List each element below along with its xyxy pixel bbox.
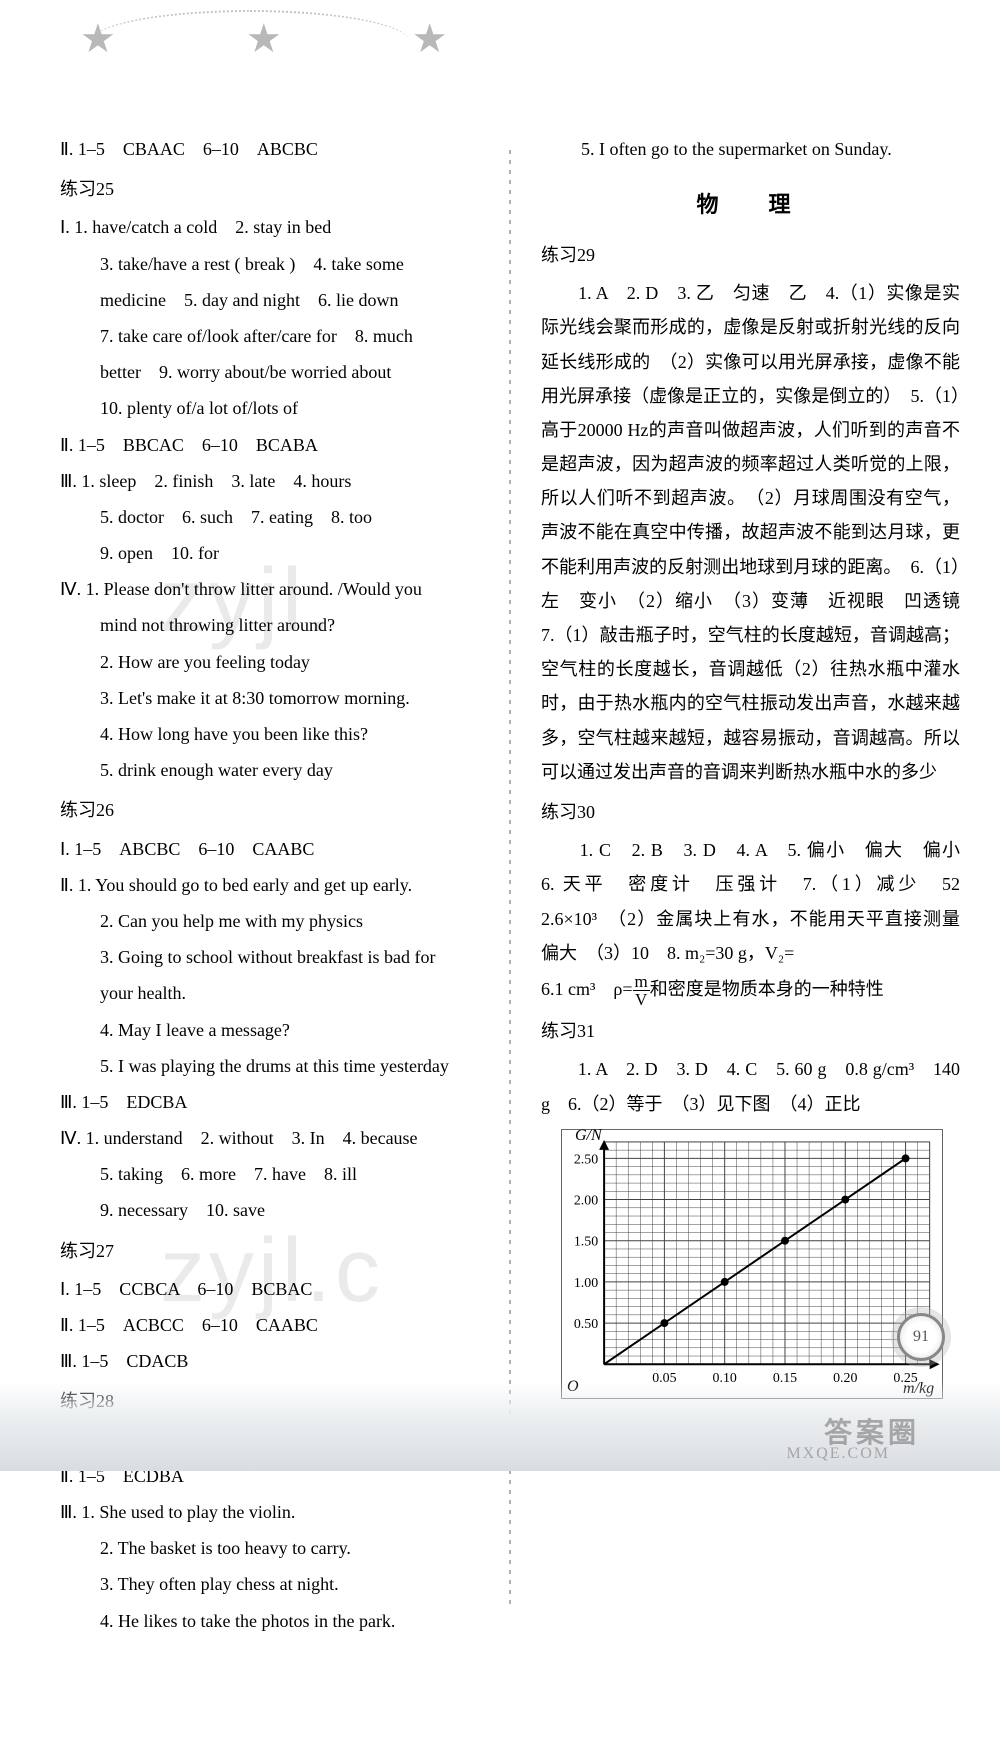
text-line: Ⅱ. 1. You should go to bed early and get… (60, 868, 479, 902)
exercise-title: 练习30 (541, 795, 960, 829)
text-line: Ⅲ. 1. sleep 2. finish 3. late 4. hours (60, 464, 479, 498)
text-line: Ⅱ. 1–5 CBAAC 6–10 ABCBC (60, 132, 479, 166)
text-line: your health. (60, 976, 479, 1010)
text-line: 5. I was playing the drums at this time … (60, 1049, 479, 1083)
svg-text:1.00: 1.00 (574, 1276, 598, 1291)
exercise-title: 练习27 (60, 1234, 479, 1268)
page-number: 91 (897, 1313, 945, 1361)
subject-title: 物 理 (541, 184, 960, 226)
text-line: 5. doctor 6. such 7. eating 8. too (60, 500, 479, 534)
text-line: Ⅱ. 1–5 ACBCC 6–10 CAABC (60, 1308, 479, 1342)
exercise-title: 练习26 (60, 793, 479, 827)
fraction-numerator: m (633, 973, 650, 991)
svg-text:1.50: 1.50 (574, 1235, 598, 1250)
text-line: 4. May I leave a message? (60, 1013, 479, 1047)
text-line: Ⅳ. 1. Please don't throw litter around. … (60, 572, 479, 606)
text-line: 9. open 10. for (60, 536, 479, 570)
text-span: 和密度是物质本身的一种特性 (650, 979, 884, 999)
page-content: Ⅱ. 1–5 CBAAC 6–10 ABCBC 练习25 Ⅰ. 1. have/… (0, 0, 1000, 1760)
paragraph: 1. C 2. B 3. D 4. A 5. 偏小 偏大 偏小 6. 天平 密度… (541, 833, 960, 970)
fraction-denominator: V (633, 991, 650, 1008)
text-line: Ⅲ. 1. She used to play the violin. (60, 1495, 479, 1529)
text-line: 5. taking 6. more 7. have 8. ill (60, 1157, 479, 1191)
chart-container: G/N 0.050.100.150.200.250.501.001.502.00… (541, 1129, 960, 1399)
exercise-title: 练习29 (541, 238, 960, 272)
text-line: 2. The basket is too heavy to carry. (60, 1531, 479, 1565)
exercise-title: 练习31 (541, 1014, 960, 1048)
text-line: medicine 5. day and night 6. lie down (60, 283, 479, 317)
line-chart: 0.050.100.150.200.250.501.001.502.002.50 (561, 1129, 943, 1399)
svg-text:0.50: 0.50 (574, 1317, 598, 1332)
exercise-title: 练习25 (60, 172, 479, 206)
footer-url: MXQE.COM (786, 1445, 890, 1463)
text-line: Ⅰ. 1–5 ABCBC 6–10 CAABC (60, 832, 479, 866)
text-line: 2. How are you feeling today (60, 645, 479, 679)
text-line: 4. He likes to take the photos in the pa… (60, 1604, 479, 1638)
svg-text:2.00: 2.00 (574, 1193, 598, 1208)
text-line: 3. They often play chess at night. (60, 1567, 479, 1601)
text-line: 3. Let's make it at 8:30 tomorrow mornin… (60, 681, 479, 715)
text-line: Ⅳ. 1. understand 2. without 3. In 4. bec… (60, 1121, 479, 1155)
text-line: 5. drink enough water every day (60, 753, 479, 787)
text-line: 10. plenty of/a lot of/lots of (60, 391, 479, 425)
text-line: 5. I often go to the supermarket on Sund… (541, 132, 960, 166)
text-line: Ⅲ. 1–5 CDACB (60, 1344, 479, 1378)
text-line: 7. take care of/look after/care for 8. m… (60, 319, 479, 353)
text-line: Ⅲ. 1–5 EDCBA (60, 1085, 479, 1119)
y-axis-label: G/N (575, 1121, 602, 1151)
text-line: Ⅰ. 1–5 CCBCA 6–10 BCBAC (60, 1272, 479, 1306)
text-line: 3. Going to school without breakfast is … (60, 940, 479, 974)
text-line: better 9. worry about/be worried about (60, 355, 479, 389)
paragraph: 1. A 2. D 3. 乙 匀速 乙 4.（1）实像是实际光线会聚而形成的，虚… (541, 276, 960, 789)
text-line: Ⅱ. 1–5 BBCAC 6–10 BCABA (60, 428, 479, 462)
text-line: 3. take/have a rest ( break ) 4. take so… (60, 247, 479, 281)
fraction: mV (633, 973, 650, 1008)
text-line: Ⅰ. 1. have/catch a cold 2. stay in bed (60, 210, 479, 244)
text-line: 6.1 cm³ ρ=mV和密度是物质本身的一种特性 (541, 972, 960, 1008)
text-span: 6.1 cm³ ρ= (541, 979, 633, 999)
text-line: mind not throwing litter around? (60, 608, 479, 642)
text-line: 2. Can you help me with my physics (60, 904, 479, 938)
text-line: 4. How long have you been like this? (60, 717, 479, 751)
text-line: 9. necessary 10. save (60, 1193, 479, 1227)
paragraph: 1. A 2. D 3. D 4. C 5. 60 g 0.8 g/cm³ 14… (541, 1052, 960, 1120)
svg-text:2.50: 2.50 (574, 1152, 598, 1167)
